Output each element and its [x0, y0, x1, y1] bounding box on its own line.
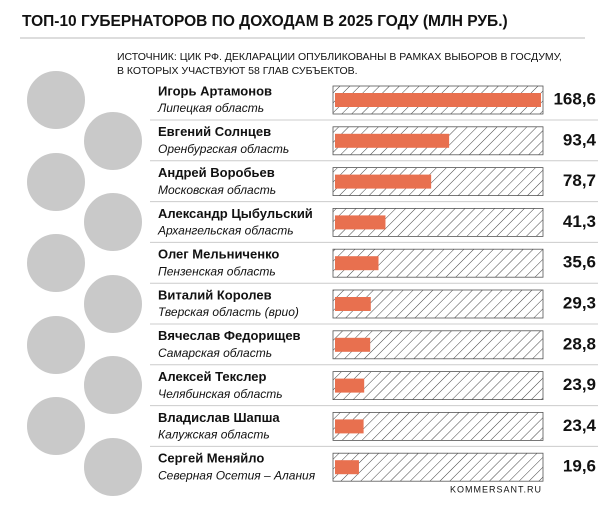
governor-name: Андрей Воробьев: [158, 165, 275, 180]
governor-name: Александр Цыбульский: [158, 206, 313, 221]
photo: [82, 273, 144, 335]
photo: [82, 110, 144, 172]
region: Самарская область: [158, 346, 272, 360]
governor-name: Виталий Королев: [158, 287, 272, 302]
bar: [335, 337, 371, 352]
value-label: 28,8: [563, 334, 596, 353]
region: Челябинская область: [158, 387, 283, 401]
photo: [82, 354, 144, 416]
region: Липецкая область: [157, 101, 264, 115]
value-label: 29,3: [563, 293, 596, 312]
bar: [335, 93, 541, 107]
value-label: 23,9: [563, 375, 596, 394]
bar: [335, 133, 450, 148]
value-label: 168,6: [553, 89, 596, 108]
source-line: В КОТОРЫХ УЧАСТВУЮТ 58 ГЛАВ СУБЪЕКТОВ.: [117, 65, 358, 77]
governor-name: Игорь Артамонов: [158, 83, 272, 98]
photo: [25, 314, 87, 376]
governor-name: Алексей Текслер: [158, 369, 267, 384]
value-label: 23,4: [563, 416, 597, 435]
value-label: 78,7: [563, 171, 596, 190]
value-label: 35,6: [563, 253, 596, 272]
bar: [335, 460, 359, 475]
value-label: 41,3: [563, 212, 596, 231]
governor-name: Евгений Солнцев: [158, 124, 271, 139]
bar: [335, 215, 386, 230]
governor-name: Олег Мельниченко: [158, 247, 279, 262]
chart-title: ТОП-10 ГУБЕРНАТОРОВ ПО ДОХОДАМ В 2025 ГО…: [22, 13, 508, 30]
bar: [335, 419, 364, 434]
governor-name: Вячеслав Федорищев: [158, 328, 301, 343]
bar-track: [332, 371, 544, 401]
bar: [335, 256, 379, 271]
bar: [335, 174, 432, 189]
value-label: 19,6: [563, 457, 596, 476]
value-label: 93,4: [563, 130, 597, 149]
governor-name: Владислав Шапша: [158, 410, 280, 425]
photo: [25, 151, 87, 213]
source-line: ИСТОЧНИК: ЦИК РФ. ДЕКЛАРАЦИИ ОПУБЛИКОВАН…: [117, 51, 562, 63]
region: Пензенская область: [158, 264, 276, 278]
governor-name: Сергей Меняйло: [158, 451, 264, 466]
photos: [25, 69, 144, 498]
photo: [25, 69, 87, 131]
photo: [82, 436, 144, 498]
region: Калужская область: [158, 428, 270, 442]
photo: [25, 395, 87, 457]
region: Оренбургская область: [158, 142, 289, 156]
region: Московская область: [158, 183, 276, 197]
photo: [25, 232, 87, 294]
bar: [335, 297, 371, 311]
credit: KOMMERSANT.RU: [450, 484, 542, 494]
region: Архангельская область: [157, 224, 294, 238]
region: Тверская область (врио): [158, 305, 299, 319]
bar: [335, 378, 365, 393]
bar-track: [332, 452, 544, 482]
photo: [82, 191, 144, 253]
region: Северная Осетия – Алания: [158, 468, 316, 482]
bar-track: [332, 411, 544, 441]
